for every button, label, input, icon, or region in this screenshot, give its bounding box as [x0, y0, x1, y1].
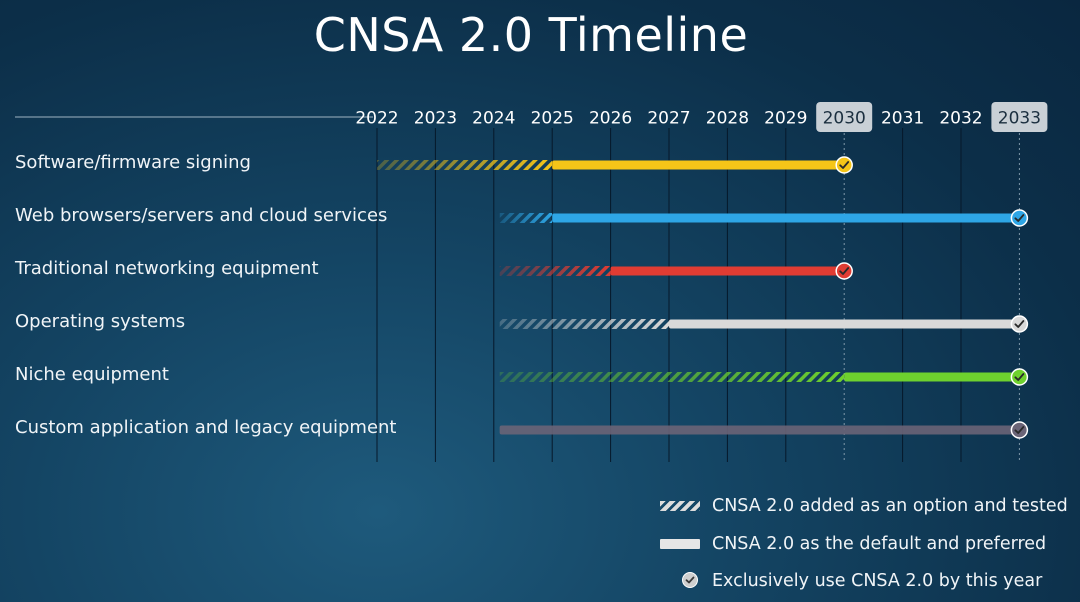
bar-tested-phase [499, 266, 611, 276]
year-label: 2027 [647, 109, 690, 129]
check-circle-icon [1010, 315, 1029, 333]
bar-preferred-phase [499, 425, 1020, 435]
year-label: 2023 [414, 109, 457, 129]
legend-solid: CNSA 2.0 as the default and preferred [660, 532, 1046, 556]
page-title: CNSA 2.0 Timeline [313, 8, 749, 62]
bar-preferred-phase [669, 319, 1020, 329]
check-circle-icon [1010, 209, 1029, 227]
check-circle-icon [835, 262, 853, 280]
year-axis: 2022 2023 2024 2025 2026 2027 2028 2029 2030 2031… [15, 102, 1048, 132]
bar-tested-phase [499, 319, 669, 329]
year-label: 2030 [823, 109, 866, 129]
year-label: 2032 [939, 109, 982, 129]
bar-tested-phase [499, 213, 553, 223]
bar-preferred-phase [610, 266, 845, 276]
row-label: Web browsers/servers and cloud services [15, 205, 388, 226]
year-label: 2026 [589, 109, 632, 129]
bar-tested-phase [377, 160, 553, 170]
hatch-swatch-icon [660, 494, 700, 518]
solid-swatch-icon [660, 532, 700, 556]
legend-check-label: Exclusively use CNSA 2.0 by this year [712, 571, 1043, 591]
legend-solid-label: CNSA 2.0 as the default and preferred [712, 534, 1047, 554]
check-circle-icon [660, 569, 700, 593]
row-label: Custom application and legacy equipment [15, 417, 397, 438]
year-label: 2024 [472, 109, 515, 129]
timeline-bars [377, 156, 1029, 439]
year-label: 2022 [355, 109, 398, 129]
bar-preferred-phase [552, 160, 845, 170]
row-label: Software/firmware signing [15, 152, 251, 173]
year-highlight [816, 102, 873, 132]
bar-tested-phase [499, 372, 845, 382]
year-label: 2029 [764, 109, 807, 129]
timeline-chart: 2022 2023 2024 2025 2026 2027 2028 2029 2030 2031… [15, 102, 1048, 462]
year-label: 2025 [531, 109, 574, 129]
check-circle-icon [835, 156, 853, 174]
row-label: Operating systems [15, 311, 186, 332]
grid-lines [376, 128, 1020, 462]
year-label: 2033 [998, 109, 1041, 129]
legend-hatch-label: CNSA 2.0 added as an option and tested [712, 496, 1068, 516]
year-label: 2028 [706, 109, 749, 129]
check-circle-icon [1010, 421, 1029, 439]
legend-hatch: CNSA 2.0 added as an option and tested [660, 494, 1068, 518]
row-label: Traditional networking equipment [15, 258, 319, 279]
bar-preferred-phase [552, 213, 1020, 223]
check-circle-icon [1010, 368, 1029, 386]
row-label: Niche equipment [15, 364, 169, 385]
bar-preferred-phase [844, 372, 1020, 382]
legend-check: Exclusively use CNSA 2.0 by this year [660, 569, 1042, 593]
year-label: 2031 [881, 109, 924, 129]
year-highlight [991, 102, 1048, 132]
